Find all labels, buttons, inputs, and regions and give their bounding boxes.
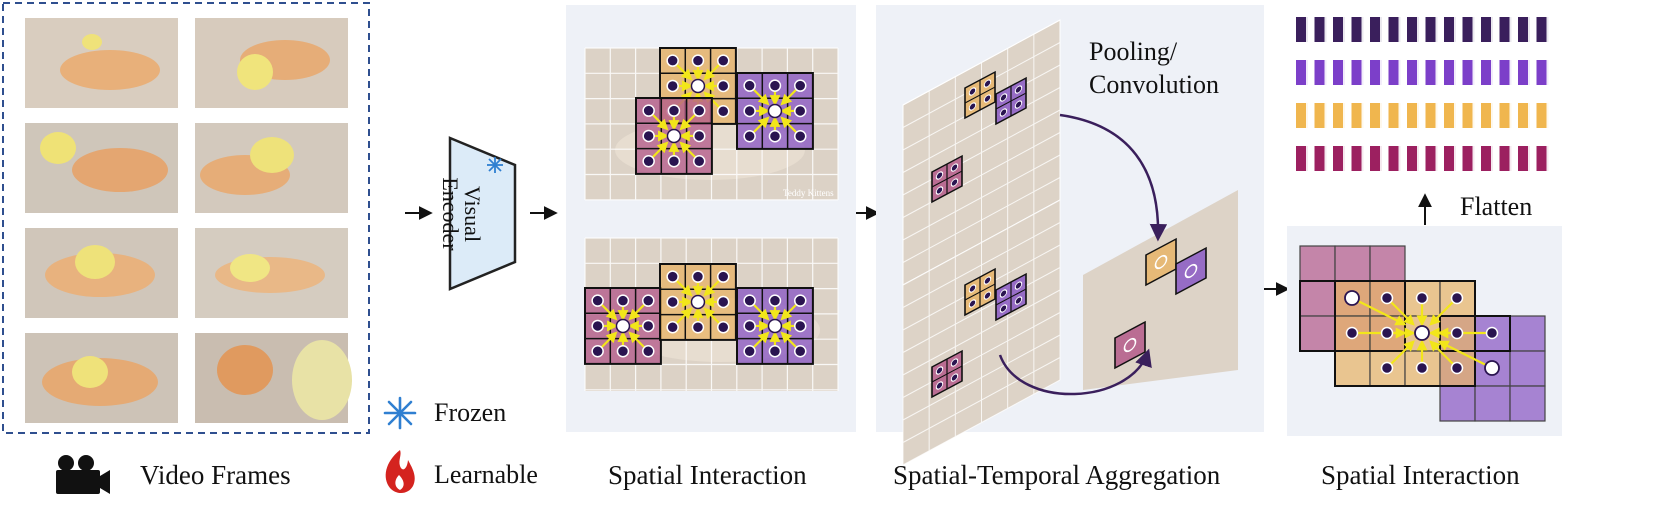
right-node-center bbox=[1414, 325, 1430, 341]
token bbox=[1351, 60, 1364, 85]
right-node-left bbox=[1344, 290, 1360, 306]
spatial-interaction-label: Spatial Interaction bbox=[608, 460, 807, 490]
temporal-patch-b-mauve bbox=[931, 349, 963, 399]
token bbox=[1518, 146, 1530, 171]
encoder-snowflake-icon bbox=[487, 157, 503, 173]
token bbox=[1499, 103, 1512, 128]
token bbox=[1462, 60, 1475, 85]
token bbox=[1388, 17, 1401, 42]
patch-bottom-right bbox=[736, 287, 814, 365]
encoder-label-line1: Visual bbox=[460, 185, 485, 243]
visual-encoder-trapezoid bbox=[448, 136, 517, 291]
token bbox=[1370, 60, 1382, 85]
token bbox=[1444, 103, 1456, 128]
token bbox=[1518, 17, 1530, 42]
token bbox=[1333, 17, 1345, 42]
token bbox=[1296, 103, 1308, 128]
token bbox=[1462, 103, 1475, 128]
token bbox=[1314, 103, 1327, 128]
token bbox=[1407, 146, 1419, 171]
token bbox=[1481, 17, 1493, 42]
token bbox=[1536, 146, 1549, 171]
token bbox=[1425, 60, 1438, 85]
pooled-token-tan bbox=[1145, 237, 1177, 287]
video-frames-box bbox=[2, 2, 370, 434]
encoder-label-line2: Encoder bbox=[438, 177, 463, 251]
token bbox=[1536, 103, 1549, 128]
token bbox=[1296, 146, 1308, 171]
token bbox=[1518, 60, 1530, 85]
learnable-label: Learnable bbox=[434, 460, 538, 489]
right-node-right bbox=[1484, 360, 1500, 376]
watermark-text: Teddy Kittens bbox=[783, 188, 834, 198]
pooling-label: Pooling/ bbox=[1089, 37, 1178, 66]
token bbox=[1444, 17, 1456, 42]
token bbox=[1370, 146, 1382, 171]
video-frames-label: Video Frames bbox=[140, 460, 291, 490]
token bbox=[1481, 103, 1493, 128]
convolution-label: Convolution bbox=[1089, 70, 1220, 99]
token bbox=[1425, 146, 1438, 171]
token bbox=[1314, 60, 1327, 85]
token bbox=[1518, 103, 1530, 128]
temporal-patch-a-violet bbox=[995, 76, 1027, 126]
temporal-patch-b-tan bbox=[964, 267, 996, 317]
token bbox=[1351, 146, 1364, 171]
token bbox=[1370, 17, 1382, 42]
token bbox=[1388, 146, 1401, 171]
token bbox=[1444, 146, 1456, 171]
token bbox=[1536, 17, 1549, 42]
token bbox=[1499, 146, 1512, 171]
token bbox=[1499, 17, 1512, 42]
video-frame-thumbnails bbox=[25, 18, 352, 423]
flatten-label: Flatten bbox=[1460, 192, 1533, 221]
pooled-token-violet bbox=[1175, 246, 1207, 296]
spatial-temporal-label: Spatial-Temporal Aggregation bbox=[893, 460, 1221, 490]
token bbox=[1407, 103, 1419, 128]
patch-bottom-left bbox=[584, 287, 662, 365]
video-camera-icon bbox=[56, 455, 110, 494]
token bbox=[1462, 17, 1475, 42]
token bbox=[1388, 103, 1401, 128]
token bbox=[1481, 60, 1493, 85]
pooled-token-mauve bbox=[1114, 320, 1146, 370]
temporal-patch-a-mauve bbox=[931, 154, 963, 204]
frozen-label: Frozen bbox=[434, 398, 507, 427]
token bbox=[1444, 60, 1456, 85]
temporal-patch-b-violet bbox=[995, 272, 1027, 322]
spatial-interaction-label-2: Spatial Interaction bbox=[1321, 460, 1520, 490]
token bbox=[1370, 103, 1382, 128]
snowflake-icon bbox=[383, 396, 417, 430]
patch-top-right bbox=[736, 72, 814, 150]
token bbox=[1351, 17, 1364, 42]
token bbox=[1462, 146, 1475, 171]
pooling-arrow-top bbox=[1059, 113, 1168, 242]
token bbox=[1407, 60, 1419, 85]
token bbox=[1296, 17, 1308, 42]
token bbox=[1407, 17, 1419, 42]
token bbox=[1388, 60, 1401, 85]
token bbox=[1536, 60, 1549, 85]
token bbox=[1425, 17, 1438, 42]
patch-top-left bbox=[635, 97, 713, 175]
token bbox=[1333, 146, 1345, 171]
token bbox=[1333, 60, 1345, 85]
token bbox=[1314, 146, 1327, 171]
token bbox=[1351, 103, 1364, 128]
pooling-arrow-bottom bbox=[998, 348, 1152, 396]
flattened-token-rows bbox=[1296, 17, 1550, 171]
patch-bottom-center bbox=[659, 263, 737, 341]
token bbox=[1314, 17, 1327, 42]
token bbox=[1425, 103, 1438, 128]
token bbox=[1481, 146, 1493, 171]
token bbox=[1333, 103, 1345, 128]
encoder-label: Visual Encoder bbox=[438, 161, 485, 267]
token bbox=[1296, 60, 1308, 85]
temporal-patch-a-tan bbox=[964, 70, 996, 120]
flame-icon bbox=[385, 450, 415, 494]
token bbox=[1499, 60, 1512, 85]
